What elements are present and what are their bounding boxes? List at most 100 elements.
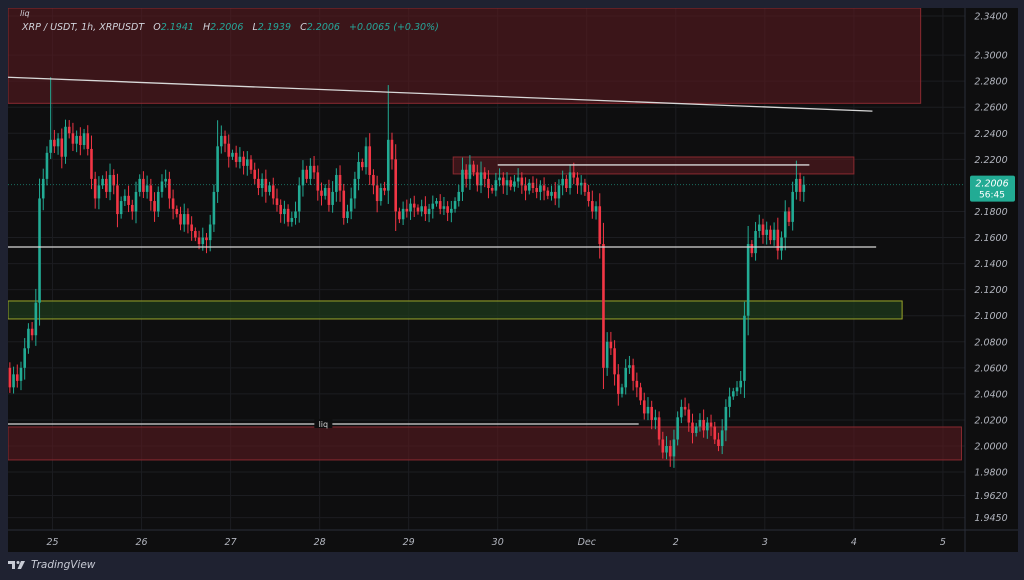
- candle: [67, 120, 71, 139]
- candle-body: [798, 178, 802, 192]
- candle: [772, 222, 776, 246]
- candle: [527, 179, 531, 195]
- candle-body: [327, 188, 331, 205]
- candle: [735, 381, 739, 397]
- candle-body: [27, 328, 30, 349]
- candle-body: [349, 198, 353, 212]
- candle-body: [676, 417, 679, 440]
- candle: [405, 199, 409, 218]
- candle-body: [613, 348, 616, 375]
- candle-body: [19, 367, 23, 381]
- candle: [379, 183, 383, 206]
- candle-body: [364, 146, 368, 168]
- candle: [30, 322, 34, 341]
- candle: [160, 174, 164, 198]
- candle: [628, 355, 631, 374]
- candle: [149, 178, 153, 211]
- candle: [190, 216, 193, 241]
- candle-body: [769, 229, 772, 241]
- candle: [260, 173, 264, 197]
- candle-body: [212, 191, 216, 225]
- candle-body: [323, 188, 327, 196]
- candle: [665, 436, 668, 460]
- candle-body: [8, 367, 12, 388]
- candle-body: [435, 201, 438, 204]
- candle-body: [468, 164, 472, 179]
- candle-body: [15, 374, 19, 381]
- candle: [717, 432, 720, 452]
- candle-body: [527, 182, 531, 191]
- candle: [568, 164, 572, 195]
- candle-body: [724, 406, 728, 431]
- descending-trendline: [8, 76, 873, 112]
- candle-body: [405, 208, 409, 212]
- candle: [27, 323, 30, 354]
- candle-body: [464, 169, 468, 179]
- candle-body: [568, 172, 572, 189]
- candle-body: [53, 139, 56, 147]
- candle: [594, 201, 598, 220]
- candle-body: [531, 182, 535, 189]
- candle: [208, 214, 212, 252]
- candle-body: [335, 174, 338, 192]
- candle: [375, 175, 379, 213]
- candle-body: [427, 208, 431, 215]
- candle-body: [524, 185, 527, 191]
- candle-body: [424, 206, 427, 215]
- candle-body: [702, 419, 705, 431]
- candle-body: [67, 126, 71, 134]
- candle-body: [787, 211, 791, 222]
- candle: [576, 172, 579, 194]
- candle: [431, 195, 435, 219]
- candle: [661, 431, 665, 459]
- candle: [283, 200, 286, 224]
- candle-body: [275, 198, 279, 205]
- y-tick-label: 2.1000: [974, 311, 1007, 322]
- candle: [182, 203, 186, 232]
- candle-body: [361, 161, 364, 168]
- line-label-bg: [314, 418, 333, 428]
- candle: [357, 152, 360, 191]
- candle: [609, 331, 613, 355]
- candle: [15, 364, 19, 388]
- candle: [338, 165, 342, 202]
- candle-body: [646, 406, 650, 414]
- candle-body: [494, 180, 498, 191]
- candle: [249, 155, 253, 174]
- close-label: C: [300, 22, 307, 33]
- candle-body: [635, 380, 639, 388]
- x-tick-label: 26: [136, 537, 148, 548]
- candle-body: [205, 237, 208, 241]
- candle-body: [394, 159, 397, 212]
- chart-frame[interactable]: 2.3400 2.3000 2.2800 2.2600 2.2400 2.2200 2.18…: [8, 8, 1018, 552]
- candle-body: [34, 302, 38, 336]
- footer-brand[interactable]: TradingView: [8, 559, 95, 571]
- candle-body: [713, 426, 717, 440]
- candle: [286, 204, 290, 227]
- candle: [783, 200, 787, 251]
- candle: [520, 172, 524, 194]
- candle: [494, 172, 498, 197]
- candle: [672, 429, 676, 468]
- candle-body: [116, 185, 119, 215]
- candle: [650, 400, 653, 430]
- candle: [694, 422, 698, 437]
- candle: [509, 176, 513, 191]
- candle-body: [56, 138, 60, 147]
- candle-body: [412, 203, 416, 208]
- candle: [245, 151, 249, 176]
- candle-body: [353, 178, 357, 199]
- candle: [680, 399, 683, 424]
- candle: [646, 397, 650, 421]
- candle: [390, 132, 394, 170]
- symbol-title: XRP / USDT, 1h, XRPUSDT: [22, 22, 145, 33]
- candlestick-chart[interactable]: 2.3400 2.3000 2.2800 2.2600 2.2400 2.2200 2.18…: [8, 8, 1018, 552]
- x-tick-label: 27: [225, 537, 237, 548]
- candle: [446, 201, 449, 222]
- candle-body: [639, 387, 642, 401]
- candle-body: [501, 177, 505, 186]
- candle-body: [86, 133, 90, 149]
- candle-body: [45, 152, 49, 179]
- candle-body: [357, 161, 360, 179]
- candle: [780, 231, 783, 260]
